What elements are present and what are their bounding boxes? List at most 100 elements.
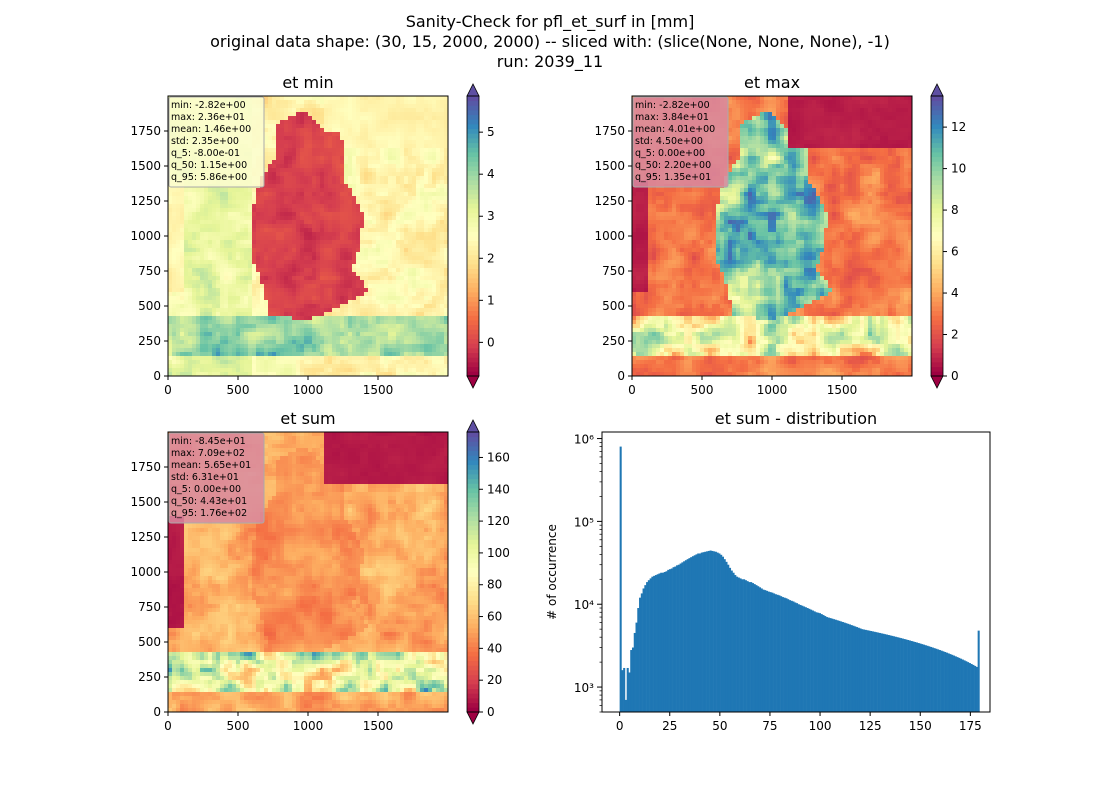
- histogram-bar: [870, 631, 873, 712]
- colorbar-tick-label: 12: [951, 120, 966, 134]
- histogram-bar: [661, 572, 665, 712]
- histogram-bar: [639, 597, 642, 712]
- histogram-bar: [933, 648, 936, 712]
- histogram-bar: [753, 584, 756, 712]
- stats-line: min: -8.45e+01: [171, 436, 246, 447]
- histogram-bar: [882, 633, 885, 712]
- histogram-bar: [663, 571, 666, 712]
- histogram-bar: [773, 593, 776, 712]
- y-tick-label: 10³: [574, 681, 594, 695]
- colorbar-tick-label: 4: [487, 167, 495, 181]
- histogram-bar: [751, 583, 754, 712]
- histogram-bar: [723, 559, 726, 712]
- figure-title-line-1: Sanity-Check for pfl_et_surf in [mm]: [405, 12, 695, 31]
- subplot-title: et sum - distribution: [715, 409, 877, 428]
- y-tick-label: 1750: [130, 124, 161, 138]
- histogram-bar: [940, 650, 943, 712]
- y-tick-label: 500: [602, 299, 625, 313]
- stats-line: q_50: 2.20e+00: [635, 160, 711, 171]
- y-tick-label: 1250: [130, 194, 161, 208]
- x-tick-label: 1000: [293, 383, 324, 397]
- histogram-bar: [961, 659, 964, 712]
- histogram-panel: et sum - distribution 0 25 50 75 100 125 150 175…: [545, 409, 991, 733]
- stats-line: q_5: 0.00e+00: [171, 484, 241, 495]
- histogram-bar: [783, 597, 786, 712]
- histogram-bar: [626, 667, 629, 712]
- histogram-bar: [893, 636, 896, 712]
- histogram-bar: [704, 551, 707, 712]
- histogram-bar: [780, 596, 783, 712]
- histogram-bar: [737, 577, 740, 712]
- histogram-bar: [781, 597, 784, 712]
- histogram-bar: [647, 580, 650, 712]
- histogram-bar: [619, 446, 622, 712]
- colorbar-tick-label: 5: [487, 125, 495, 139]
- y-tick-label: 500: [138, 299, 161, 313]
- histogram-bar: [684, 560, 687, 712]
- y-tick-label: 1750: [130, 460, 161, 474]
- y-axis-label: # of occurrence: [545, 524, 559, 620]
- histogram-bar: [965, 661, 968, 712]
- stats-line: q_50: 4.43e+01: [171, 496, 247, 507]
- colorbar: 0 2 4 6 8 10 12: [930, 83, 966, 389]
- histogram-bar: [903, 639, 906, 712]
- histogram-bar: [928, 646, 931, 712]
- histogram-bar: [875, 632, 878, 712]
- histogram-bar: [806, 608, 809, 712]
- histogram-bar: [854, 626, 857, 712]
- axes-frame: [601, 431, 991, 713]
- histogram-bar: [972, 664, 975, 712]
- x-tick-label: 500: [227, 719, 250, 733]
- histogram-bar: [843, 622, 846, 712]
- histogram-bar: [741, 579, 744, 712]
- y-tick-label: 750: [138, 264, 161, 278]
- histogram-bar: [767, 591, 770, 712]
- histogram-bar: [656, 574, 659, 712]
- histogram-bar: [746, 581, 749, 712]
- histogram-bar: [635, 622, 638, 712]
- colorbar-tick-label: 4: [951, 286, 959, 300]
- histogram-bar: [838, 620, 841, 712]
- histogram-bar: [727, 564, 730, 712]
- colorbar-tick-label: 140: [487, 482, 510, 496]
- histogram-bar: [898, 637, 901, 712]
- stats-line: mean: 4.01e+00: [635, 124, 715, 135]
- histogram-bar: [852, 625, 855, 712]
- histogram-bar: [799, 604, 802, 712]
- histogram-bar: [857, 627, 860, 712]
- histogram-bar: [850, 625, 853, 712]
- histogram-bar: [919, 643, 922, 712]
- histogram-bar: [968, 663, 971, 712]
- histogram-bar: [885, 634, 889, 712]
- histogram-bar: [813, 611, 816, 712]
- y-tick-label: 10⁶: [574, 433, 594, 447]
- histogram-bar: [769, 592, 772, 712]
- histogram-bar: [695, 554, 698, 712]
- histogram-bar: [721, 556, 724, 712]
- histogram-bar: [640, 593, 643, 712]
- histogram-bar: [681, 562, 684, 712]
- histogram-bar: [679, 563, 682, 712]
- histogram-bar: [880, 633, 883, 712]
- colorbar-tick-label: 10: [951, 162, 966, 176]
- histogram-bar: [817, 612, 820, 712]
- histogram-bar: [757, 586, 760, 712]
- histogram-bar: [889, 635, 892, 712]
- histogram-bar: [937, 649, 940, 712]
- y-tick-label: 750: [602, 264, 625, 278]
- histogram-bar: [833, 619, 836, 712]
- y-tick-label: 1000: [594, 229, 625, 243]
- histogram-bar: [633, 632, 636, 712]
- histogram-bar: [952, 655, 956, 712]
- histogram-bar: [764, 590, 767, 712]
- heatmap-cells: [632, 96, 913, 377]
- colorbar-tick-label: 2: [951, 328, 959, 342]
- histogram-bar: [667, 569, 670, 712]
- histogram-bar: [863, 629, 866, 712]
- y-tick-label: 750: [138, 600, 161, 614]
- colorbar-tick-label: 60: [487, 610, 502, 624]
- histogram-bar: [748, 582, 751, 712]
- histogram-bar: [905, 639, 908, 712]
- subplot-title: et max: [744, 73, 800, 92]
- colorbar-tick-label: 8: [951, 203, 959, 217]
